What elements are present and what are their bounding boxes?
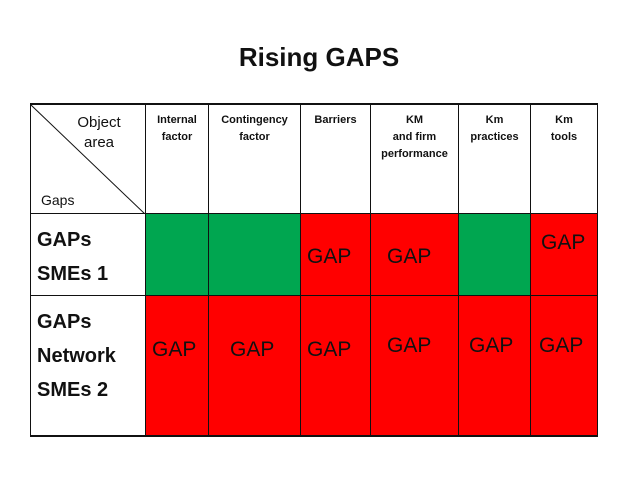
gap-cell: GAP [145, 295, 209, 437]
column-header-km-firm-performance: KM and firm performance [370, 103, 459, 214]
gap-cell: GAP [530, 213, 598, 296]
gap-cell: GAP [300, 213, 371, 296]
row-label-network-smes-2: GAPs Network SMEs 2 [30, 295, 146, 437]
gaps-table: Object area Gaps Internal factor Conting… [30, 103, 598, 437]
slide-title: Rising GAPS [238, 42, 400, 72]
object-area-label: Object area [77, 114, 121, 151]
gap-cell [458, 213, 531, 296]
diagonal-divider [31, 105, 145, 213]
table-row-network-smes-2: GAPs Network SMEs 2 GAP GAP GAP GAP GAP … [30, 295, 598, 437]
row-label-smes-1: GAPs SMEs 1 [30, 213, 146, 296]
table-row-smes-1: GAPs SMEs 1 GAP GAP GAP [30, 213, 598, 296]
column-header-km-practices: Km practices [458, 103, 531, 214]
gap-cell: GAP [370, 213, 459, 296]
gap-cell: GAP [208, 295, 301, 437]
gaps-axis-label: Gaps [41, 192, 75, 208]
header-row: Object area Gaps Internal factor Conting… [30, 103, 598, 214]
column-header-km-tools: Km tools [530, 103, 598, 214]
gap-cell: GAP [370, 295, 459, 437]
column-header-internal-factor: Internal factor [145, 103, 209, 214]
gap-cell: GAP [530, 295, 598, 437]
gap-cell: GAP [458, 295, 531, 437]
gap-cell [145, 213, 209, 296]
column-header-barriers: Barriers [300, 103, 371, 214]
column-header-contingency-factor: Contingency factor [208, 103, 301, 214]
gap-cell [208, 213, 301, 296]
gap-cell: GAP [300, 295, 371, 437]
corner-header-cell: Object area Gaps [30, 103, 146, 214]
